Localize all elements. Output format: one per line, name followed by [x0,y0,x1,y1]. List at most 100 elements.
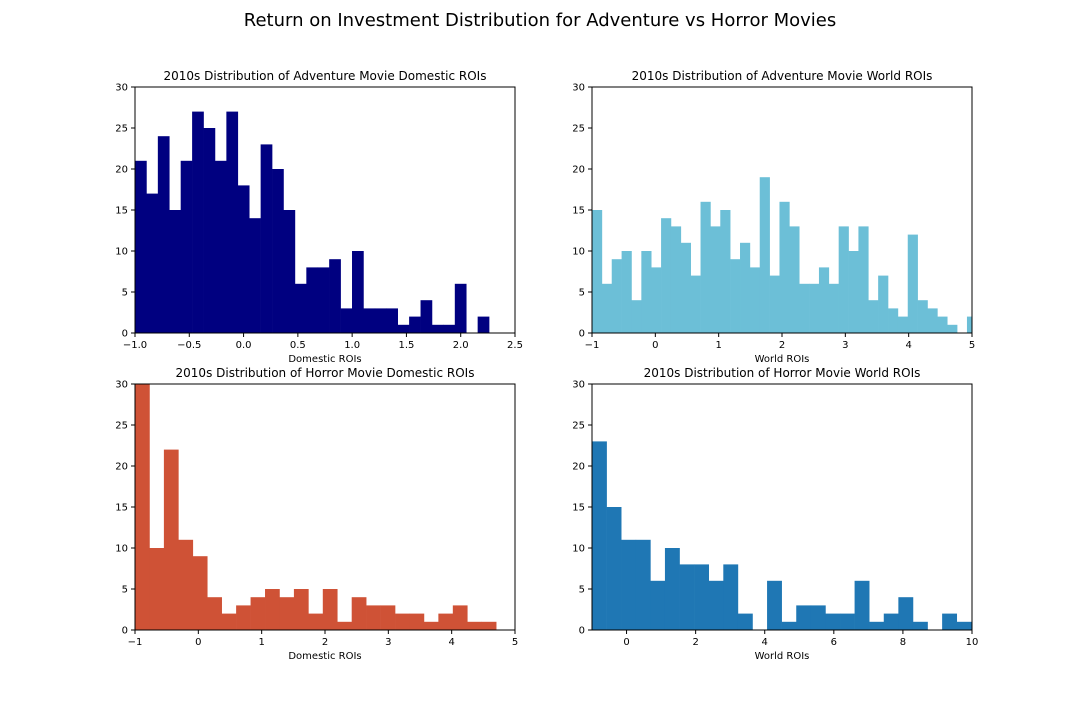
histogram-bar [720,210,731,333]
x-tick-label: 0.5 [290,340,306,351]
histogram-bar [265,589,280,630]
y-tick-label: 5 [122,288,128,299]
histogram-bar [454,283,467,333]
y-tick-label: 30 [115,380,128,391]
histogram-bar [226,111,239,333]
histogram-bar [809,283,820,333]
histogram-bar [380,605,396,630]
x-axis-label: Domestic ROIs [288,354,361,365]
histogram-bar [135,160,147,333]
x-tick-label: −1 [585,340,600,351]
x-tick-label: 2 [322,637,328,648]
histogram-bar [912,621,928,630]
histogram-bar [452,605,468,630]
histogram-bar [157,136,170,333]
histogram-bar [650,580,666,630]
histogram-bar [942,613,958,630]
x-tick-label: 8 [900,637,906,648]
histogram-bar [317,267,330,333]
x-tick-label: 5 [512,637,518,648]
y-tick-label: 30 [572,83,585,94]
histogram-bar [840,613,855,630]
histogram-bar [481,621,497,630]
histogram-bar [329,259,341,333]
x-tick-label: 0.0 [236,340,252,351]
histogram-bar [420,300,433,333]
histogram-bar [858,226,869,333]
histogram-bar [395,613,410,630]
histogram-bar [740,242,751,333]
histogram-bar [651,267,662,333]
histogram-bar [670,226,682,333]
y-tick-label: 15 [572,503,585,514]
histogram-bar [322,589,338,630]
histogram-bar [611,259,622,333]
histogram-bar [897,316,909,333]
histogram-bar [710,226,721,333]
histogram-bar [700,201,711,333]
y-tick-label: 20 [115,165,128,176]
histogram-bar [679,564,695,630]
histogram-bar [621,251,632,333]
histogram-bar [956,621,972,630]
histogram-bar [888,308,899,333]
histogram-bar [366,605,381,630]
y-tick-label: 20 [572,462,585,473]
x-tick-label: 4 [762,637,768,648]
histogram-bar [601,283,613,333]
histogram-bar [409,316,421,333]
histogram-bar [810,605,826,630]
histogram-bar [966,316,972,333]
histogram-bar [680,242,691,333]
y-tick-label: 10 [572,544,585,555]
histogram-bar [236,605,251,630]
histogram-bar [374,308,387,333]
x-tick-label: 0 [195,637,201,648]
histogram-bar [664,548,680,630]
histogram-bar [272,169,284,333]
x-tick-label: 2.0 [453,340,469,351]
histogram-bar [828,283,839,333]
subplot-4: 0 5 10 15 20 25 30 0 2 4 6 8 10 2010s Distribution of… [572,366,978,662]
histogram-bar [917,300,928,333]
histogram-bar [431,324,444,333]
histogram-bar [192,556,208,630]
subplot-title: 2010s Distribution of Horror Movie World… [644,366,921,380]
y-tick-label: 0 [579,329,585,340]
histogram-bar [352,251,364,333]
histogram-bar [163,449,179,630]
histogram-bar [848,251,859,333]
histogram-bar [592,210,603,333]
y-tick-label: 5 [122,585,128,596]
x-tick-label: −0.5 [177,340,201,351]
histogram-bar [749,267,761,333]
y-tick-label: 10 [115,544,128,555]
y-tick-label: 15 [115,503,128,514]
histogram-bar [279,597,295,630]
histogram-bar [641,251,652,333]
y-tick-label: 25 [572,421,585,432]
x-tick-label: 4 [448,637,454,648]
x-tick-label: 1 [258,637,264,648]
histogram-bar [192,111,204,333]
histogram-bar [825,613,841,630]
y-tick-label: 25 [115,124,128,135]
x-tick-label: 5 [969,340,975,351]
x-tick-label: 6 [831,637,837,648]
y-tick-label: 10 [572,247,585,258]
histogram-bar [878,275,889,333]
x-tick-label: 2 [779,340,785,351]
histogram-bar [306,267,319,333]
histogram-bar [467,621,483,630]
histogram-bars [135,384,497,630]
histogram-bar [635,539,651,630]
histogram-bars [592,177,972,333]
y-tick-label: 5 [579,585,585,596]
x-tick-label: 1 [715,340,721,351]
histogram-bar [898,597,914,630]
histogram-bar [661,218,672,333]
y-tick-label: 15 [115,206,128,217]
